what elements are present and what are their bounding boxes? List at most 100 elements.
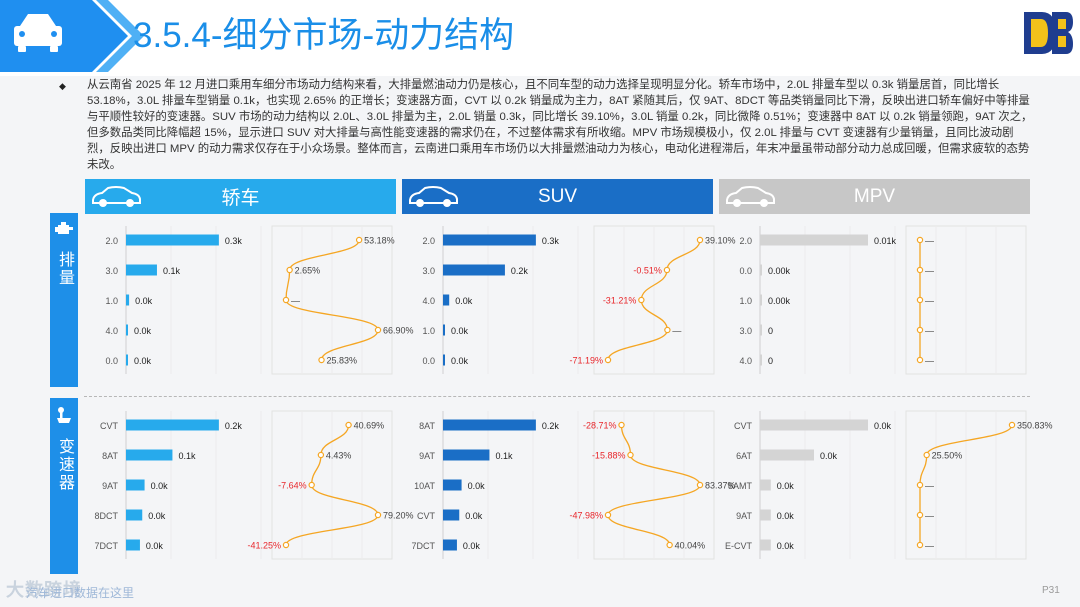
category-header-1: SUV — [402, 179, 713, 214]
yoy-point — [638, 296, 645, 304]
category-label: 2.0 — [105, 236, 118, 246]
yoy-point — [916, 511, 924, 519]
yoy-label: -0.51% — [633, 266, 662, 276]
bar — [443, 479, 462, 491]
yoy-point — [666, 541, 673, 549]
yoy-label: -41.25% — [247, 541, 281, 551]
bar — [760, 324, 762, 336]
bar — [760, 234, 868, 246]
header-bar — [0, 0, 1080, 76]
category-label: 0.0 — [422, 356, 435, 366]
yoy-label: -15.88% — [592, 451, 626, 461]
category-label: 2.0 — [422, 236, 435, 246]
bar — [443, 264, 505, 276]
yoy-label: — — [925, 266, 934, 276]
data-label: 0.3k — [225, 236, 243, 246]
data-label: 0.0k — [135, 296, 153, 306]
bar — [126, 419, 219, 431]
bullet-icon: ◆ — [59, 81, 66, 91]
yoy-point — [318, 356, 325, 364]
bar — [760, 539, 771, 551]
yoy-label: -7.64% — [278, 481, 307, 491]
data-label: 0.2k — [511, 266, 529, 276]
yoy-label: — — [672, 326, 681, 336]
sedan-icon — [92, 186, 141, 207]
yoy-label: 2.65% — [295, 266, 321, 276]
category-label: 1.0 — [422, 326, 435, 336]
data-label: 0.0k — [777, 511, 795, 521]
category-header-label: SUV — [537, 185, 578, 207]
yoy-label: 66.90% — [383, 326, 414, 336]
yoy-point — [355, 236, 363, 244]
yoy-point — [696, 481, 704, 489]
row-label-displacement: 排量 — [50, 213, 78, 387]
yoy-label: -28.71% — [583, 421, 617, 431]
yoy-point — [916, 236, 924, 244]
yoy-label: 53.18% — [364, 236, 395, 246]
bar — [443, 294, 450, 306]
row-label-transmission: 变速器 — [50, 398, 78, 574]
category-label: 8AT — [102, 451, 118, 461]
bar — [443, 449, 490, 461]
category-header-label: MPV — [853, 185, 896, 207]
yoy-label: -71.19% — [569, 356, 603, 366]
yoy-label: 40.04% — [675, 541, 706, 551]
data-label: 0.0k — [451, 326, 469, 336]
bar — [443, 324, 445, 336]
data-label: 0.01k — [874, 236, 897, 246]
data-label: 0.0k — [451, 356, 469, 366]
section-divider — [84, 396, 1030, 397]
data-label: 0 — [768, 356, 773, 366]
page-title: 3.5.4-细分市场-动力结构 — [133, 16, 515, 55]
data-label: 0.1k — [163, 266, 181, 276]
category-label: 4.0 — [422, 296, 435, 306]
data-label: 0.1k — [495, 451, 513, 461]
bar — [760, 264, 762, 276]
bar — [443, 234, 536, 246]
yoy-label: 4.43% — [326, 451, 352, 461]
yoy-point — [916, 481, 924, 489]
category-label: 7DCT — [411, 541, 435, 551]
category-label: E-CVT — [725, 541, 753, 551]
yoy-label: 40.69% — [354, 421, 385, 431]
category-label: 8AT — [419, 421, 435, 431]
yoy-point — [916, 541, 924, 549]
yoy-point — [627, 451, 634, 459]
yoy-label: — — [925, 541, 934, 551]
yoy-label: — — [925, 326, 934, 336]
data-label: 0.1k — [178, 451, 196, 461]
page-number: P31 — [1042, 585, 1060, 596]
data-label: 0.0k — [146, 541, 164, 551]
data-label: 0.00k — [768, 296, 791, 306]
bar — [443, 509, 460, 521]
yoy-label: — — [925, 296, 934, 306]
yoy-point — [374, 326, 382, 334]
category-label: 0.0 — [739, 266, 752, 276]
bar — [760, 509, 771, 521]
data-label: 0.0k — [777, 541, 795, 551]
yoy-point — [916, 326, 924, 334]
category-label: 3.0 — [739, 326, 752, 336]
category-label: 4.0 — [105, 326, 118, 336]
yoy-line — [285, 424, 379, 546]
engine-icon — [55, 222, 73, 234]
category-label: 3.0 — [422, 266, 435, 276]
category-label: 8AMT — [728, 481, 753, 491]
yoy-label: — — [925, 511, 934, 521]
summary-text: 从云南省 2025 年 12 月进口乘用车细分市场动力结构来看，大排量燃油动力仍… — [87, 79, 1033, 171]
yoy-point — [696, 236, 704, 244]
category-header-2: MPV — [719, 179, 1030, 214]
bar — [760, 354, 762, 366]
yoy-line — [607, 424, 701, 546]
yoy-point — [916, 266, 924, 274]
yoy-point — [618, 421, 625, 429]
watermark: 大数跨境 — [6, 580, 82, 600]
category-label: 7DCT — [94, 541, 118, 551]
bar — [760, 419, 868, 431]
data-label: 0.0k — [465, 511, 483, 521]
bar — [126, 324, 128, 336]
data-label: 0.0k — [463, 541, 481, 551]
category-header-0: 轿车 — [85, 179, 396, 214]
yoy-point — [374, 511, 382, 519]
